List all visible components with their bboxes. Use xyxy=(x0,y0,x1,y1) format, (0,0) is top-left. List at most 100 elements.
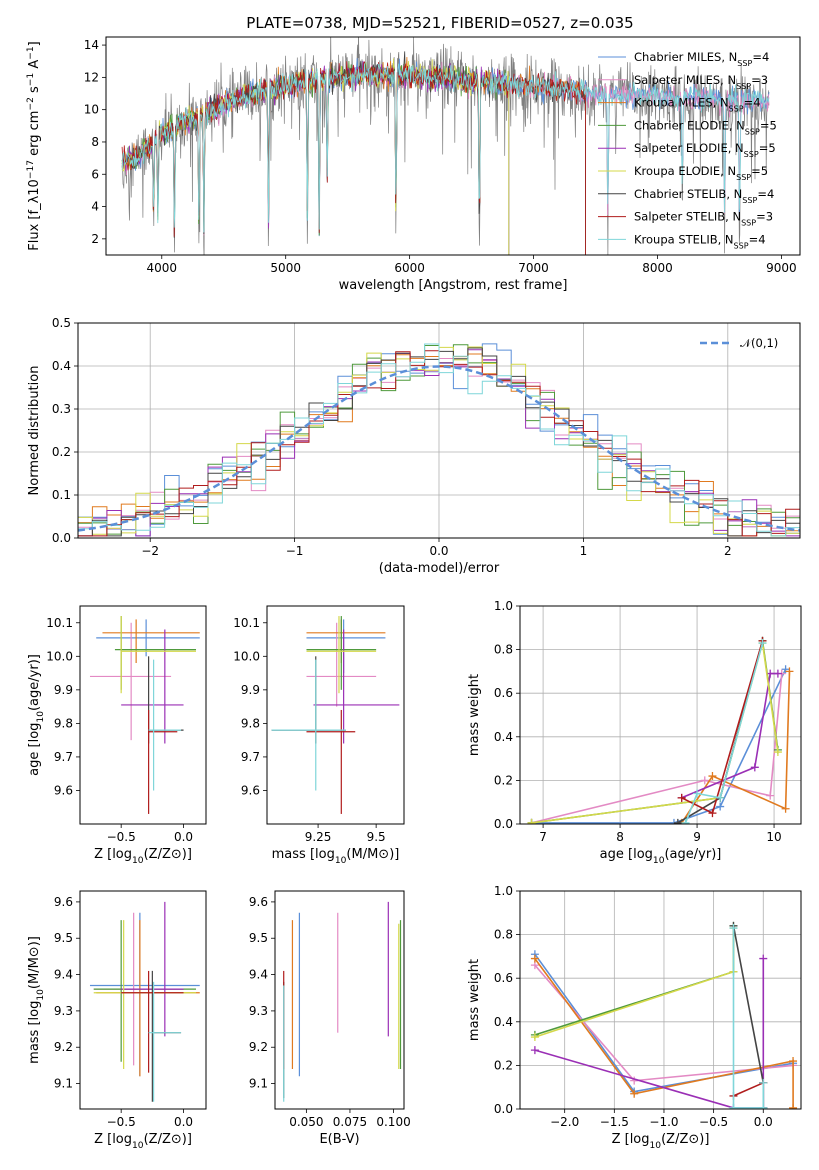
y-tick-label: 0.5 xyxy=(52,316,71,330)
axes-frame xyxy=(274,890,405,1110)
marker-kroupa-stelib xyxy=(681,818,690,824)
normal-curve xyxy=(78,365,800,532)
x-tick-label: −0.5 xyxy=(107,830,136,844)
mass-weight-vs-metallicity-panel: −2.0 −1.5 −1.0 −0.5 0.0 0.0 0.2 0.4 0.6 0.8 1.0 Z [… xyxy=(467,884,802,1151)
x-tick-label: 8000 xyxy=(642,261,673,275)
x-tick-label: 9.5 xyxy=(367,830,386,844)
axes-frame xyxy=(79,605,207,825)
residuals-panel: −2 −1 0.0 1 2 0.0 0.1 0.2 0.3 0.4 0.5 (data-model)/… xyxy=(27,316,801,576)
x-tick-label: 4000 xyxy=(146,261,177,275)
weights-salpeter-stelib xyxy=(681,640,764,815)
x-axis-label: (data-model)/error xyxy=(379,561,500,576)
y-tick-label: 9.4 xyxy=(249,968,268,982)
y-tick-label: 10 xyxy=(84,103,99,117)
axes-frame xyxy=(519,890,802,1110)
y-tick-label: 9.1 xyxy=(249,1077,268,1091)
weights-chabrier-elodie xyxy=(531,640,779,824)
marker-kroupa-stelib xyxy=(759,1078,768,1087)
axes-frame xyxy=(519,605,802,825)
plot-area xyxy=(78,343,800,537)
y-tick-label: 0.4 xyxy=(494,1015,513,1029)
marker-kroupa-elodie xyxy=(530,1033,539,1042)
marker-salpeter-stelib xyxy=(708,809,717,818)
y-tick-label: 9.7 xyxy=(241,750,260,764)
x-tick-label: −1.5 xyxy=(600,1115,629,1129)
x-tick-label: 10 xyxy=(766,830,781,844)
marker-kroupa-miles xyxy=(789,1103,798,1109)
marker-salpeter-stelib xyxy=(677,793,686,802)
axes-frame xyxy=(105,36,801,256)
marker-salpeter-miles xyxy=(630,1076,639,1085)
legend-label-salpeter-miles: Salpeter MILES, NSSP=3 xyxy=(634,73,768,91)
x-axis-label: Z [log10(Z/Z⊙)] xyxy=(94,847,192,866)
x-tick-label: −1.0 xyxy=(649,1115,678,1129)
x-tick-label: −2.0 xyxy=(550,1115,579,1129)
y-tick-label: 12 xyxy=(84,70,99,84)
marker-salpeter-miles xyxy=(700,776,709,785)
y-tick-label: 10.0 xyxy=(233,649,260,663)
y-tick-label: 9.5 xyxy=(249,931,268,945)
y-tick-label: 9.4 xyxy=(54,968,73,982)
weights-kroupa-stelib xyxy=(732,928,765,1109)
axes-frame xyxy=(266,605,405,825)
y-tick-label: 0.6 xyxy=(494,686,513,700)
y-tick-label: 0.2 xyxy=(52,445,71,459)
marker-kroupa-stelib xyxy=(729,1103,738,1109)
y-tick-label: 4 xyxy=(91,200,99,214)
y-tick-label: 9.9 xyxy=(241,683,260,697)
x-tick-label: 9.25 xyxy=(305,830,332,844)
y-tick-label: 0.8 xyxy=(494,643,513,657)
weights-kroupa-miles xyxy=(681,671,791,824)
weights-kroupa-miles xyxy=(534,958,794,1108)
y-tick-label: 1.0 xyxy=(494,884,513,898)
model-kroupa-stelib xyxy=(121,63,770,233)
x-tick-label: 9 xyxy=(693,830,701,844)
x-tick-label: 9000 xyxy=(766,261,797,275)
y-tick-label: 9.6 xyxy=(249,895,268,909)
x-tick-label: 0.0 xyxy=(754,1115,773,1129)
y-tick-label: 9.3 xyxy=(54,1004,73,1018)
marker-kroupa-stelib xyxy=(758,639,767,648)
marker-kroupa-miles xyxy=(789,1057,798,1066)
y-tick-label: 1.0 xyxy=(494,599,513,613)
marker-kroupa-miles xyxy=(781,804,790,813)
x-tick-label: 0.0 xyxy=(174,1115,193,1129)
y-tick-label: 9.8 xyxy=(241,716,260,730)
x-tick-label: 0.050 xyxy=(289,1115,323,1129)
y-tick-label: 0.0 xyxy=(52,531,71,545)
y-tick-label: 10.1 xyxy=(46,616,73,630)
weights-salpeter-miles xyxy=(531,673,783,824)
y-tick-label: 9.6 xyxy=(54,783,73,797)
y-tick-label: 0.2 xyxy=(494,1058,513,1072)
weights-chabrier-miles xyxy=(531,668,787,824)
marker-kroupa-miles xyxy=(708,772,717,781)
legend-label-kroupa-elodie: Kroupa ELODIE, NSSP=5 xyxy=(634,164,768,182)
x-tick-label: −2 xyxy=(141,544,159,558)
legend-label-salpeter-elodie: Salpeter ELODIE, NSSP=5 xyxy=(634,141,776,159)
y-tick-label: 0.4 xyxy=(52,359,71,373)
y-tick-label: 9.2 xyxy=(54,1040,73,1054)
mass-vs-metallicity-panel: −0.5 0.0 9.1 9.2 9.3 9.4 9.5 9.6 Z [log10(Z/Z⊙)]… xyxy=(27,890,207,1151)
plot-area xyxy=(530,921,798,1109)
y-axis-label: Normed distribution xyxy=(27,366,42,496)
mass-vs-ebv-panel: 0.050 0.075 0.100 9.1 9.2 9.3 9.4 9.5 9.6 E(B-V) xyxy=(249,890,411,1147)
x-axis-label: Z [log10(Z/Z⊙)] xyxy=(612,1132,710,1151)
x-tick-label: −0.5 xyxy=(699,1115,728,1129)
y-tick-label: 6 xyxy=(91,167,99,181)
y-tick-label: 14 xyxy=(84,38,99,52)
y-tick-label: 9.6 xyxy=(54,895,73,909)
marker-kroupa-stelib xyxy=(693,789,702,798)
x-axis-label: wavelength [Angstrom, rest frame] xyxy=(339,278,568,293)
residual-legend: 𝒩(0,1) xyxy=(700,336,778,350)
y-tick-label: 9.2 xyxy=(249,1040,268,1054)
y-tick-label: 0.3 xyxy=(52,402,71,416)
y-tick-label: 0.8 xyxy=(494,928,513,942)
plot-area xyxy=(89,901,200,1102)
x-tick-label: 0.0 xyxy=(429,544,448,558)
marker-salpeter-elodie xyxy=(759,954,768,963)
marker-chabrier-stelib xyxy=(673,818,682,824)
y-tick-label: 9.3 xyxy=(249,1004,268,1018)
x-axis-label: age [log10(age/yr)] xyxy=(600,847,722,866)
y-tick-label: 9.6 xyxy=(241,783,260,797)
plot-area xyxy=(527,636,794,824)
